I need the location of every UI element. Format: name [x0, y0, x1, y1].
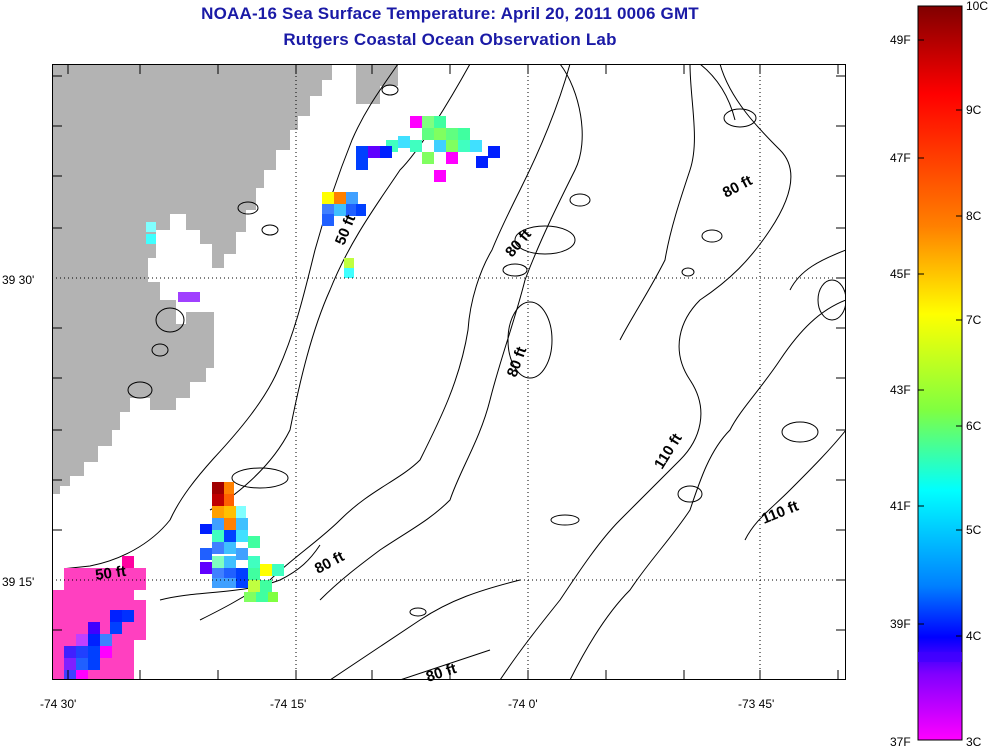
x-tick-label: -74 0': [508, 697, 538, 711]
sst-pixels-south: [200, 482, 284, 602]
colorbar-f-label: 45F: [890, 267, 911, 281]
colorbar-gradient: [917, 5, 963, 741]
land-mass: [52, 64, 332, 494]
colorbar-c-label: 5C: [966, 523, 982, 537]
map-frame: [52, 64, 846, 680]
colorbar-c-label: 8C: [966, 209, 982, 223]
colorbar-f-label: 37F: [890, 735, 911, 749]
colorbar-c-label: 7C: [966, 313, 982, 327]
sst-pixels-north: [146, 116, 500, 302]
colorbar-c-label: 10C: [966, 0, 988, 13]
colorbar-f-label: 49F: [890, 33, 911, 47]
colorbar-c-label: 6C: [966, 419, 982, 433]
y-tick-label: 39 15': [2, 575, 34, 589]
x-tick-label: -74 15': [270, 697, 306, 711]
contour-label: 50 ft: [94, 563, 127, 584]
sst-pixels-southwest: [52, 556, 146, 680]
colorbar-c-label: 3C: [966, 735, 982, 749]
colorbar-f-label: 39F: [890, 617, 911, 631]
map-title: NOAA-16 Sea Surface Temperature: April 2…: [201, 4, 699, 23]
land-mass-north: [356, 64, 398, 104]
axis-ticks: [52, 64, 846, 680]
colorbar-c-label: 9C: [966, 103, 982, 117]
land-peninsula: [96, 322, 146, 398]
colorbar-f-label: 47F: [890, 151, 911, 165]
colorbar-f-label: 41F: [890, 499, 911, 513]
small-contours: [127, 84, 846, 617]
map-subtitle: Rutgers Coastal Ocean Observation Lab: [283, 30, 617, 49]
grid-lines: [52, 64, 846, 680]
colorbar-f-label: 43F: [890, 383, 911, 397]
x-tick-label: -73 45': [738, 697, 774, 711]
y-tick-label: 39 30': [2, 273, 34, 287]
colorbar: 49F 47F 45F 43F 41F 39F 37F 10C 9C 8C 7C…: [890, 0, 988, 749]
x-tick-label: -74 30': [40, 697, 76, 711]
colorbar-c-label: 4C: [966, 629, 982, 643]
